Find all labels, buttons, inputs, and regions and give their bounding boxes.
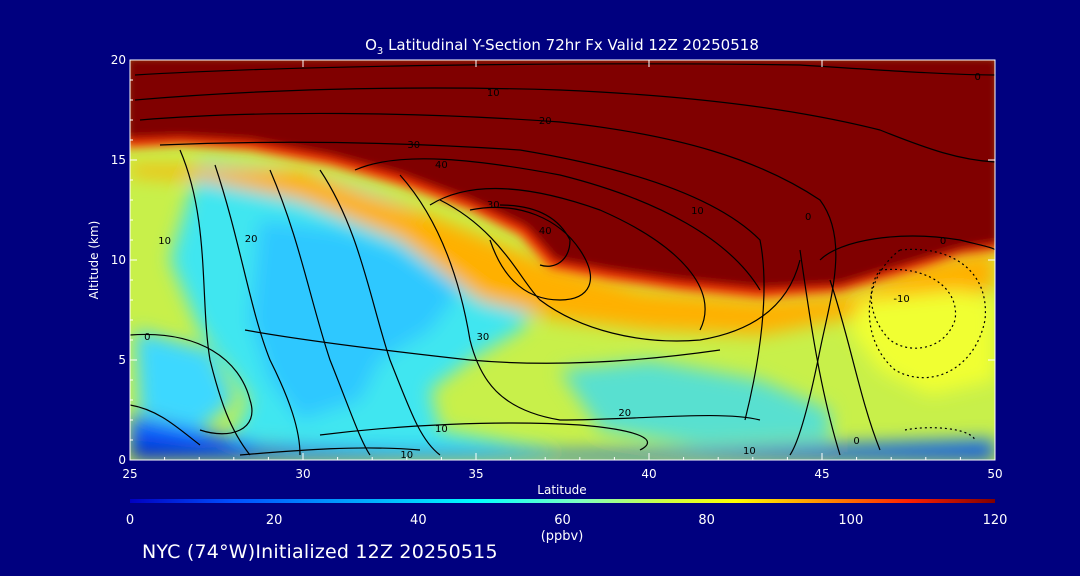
contour-label-0: 0 bbox=[805, 212, 811, 223]
colorbar-tick-label-5: 100 bbox=[838, 513, 863, 528]
contour-label-17: 30 bbox=[487, 200, 500, 211]
contour-label-18: 40 bbox=[435, 160, 448, 171]
contour-labels: 0 0 0 0 0 10 10 10 10 10 10 -10 20 20 20 30 30 30 40 40 bbox=[144, 72, 981, 461]
y-tick-label-0: 0 bbox=[118, 453, 126, 467]
colorbar-tick-label-0: 0 bbox=[126, 513, 134, 528]
y-axis: 0 5 10 15 20 bbox=[111, 53, 995, 467]
contour-label-10: 10 bbox=[743, 446, 756, 457]
x-tick-label-0: 25 bbox=[122, 467, 137, 481]
colorbar-tick-label-3: 60 bbox=[554, 513, 571, 528]
colorbar: 0 20 40 60 80 100 120 (ppbv) bbox=[126, 499, 1008, 544]
contour-label-9: 10 bbox=[691, 206, 704, 217]
contour-label-8: 10 bbox=[400, 450, 413, 461]
x-tick-label-1: 30 bbox=[295, 467, 310, 481]
colorbar-ticks: 0 20 40 60 80 100 120 bbox=[126, 513, 1008, 528]
colorbar-tick-label-1: 20 bbox=[266, 513, 283, 528]
contour-label-14: 20 bbox=[618, 408, 631, 419]
x-axis: 25 30 35 40 45 50 bbox=[122, 60, 1003, 481]
contour-label-11: -10 bbox=[893, 294, 909, 305]
chart-title: O3 Latitudinal Y-Section 72hr Fx Valid 1… bbox=[365, 36, 759, 57]
contour-label-1: 0 bbox=[144, 332, 150, 343]
colorbar-tick-label-2: 40 bbox=[410, 513, 427, 528]
y-tick-label-3: 15 bbox=[111, 153, 126, 167]
y-tick-label-4: 20 bbox=[111, 53, 126, 67]
footer-caption: NYC (74°W)Initialized 12Z 20250515 bbox=[142, 541, 498, 563]
colorbar-tick-label-6: 120 bbox=[983, 513, 1008, 528]
colorbar-unit-label: (ppbv) bbox=[541, 529, 584, 544]
contour-label-5: 10 bbox=[487, 88, 500, 99]
contour-label-7: 10 bbox=[435, 424, 448, 435]
x-tick-label-4: 45 bbox=[814, 467, 829, 481]
x-axis-label: Latitude bbox=[537, 483, 586, 497]
contour-label-2: 0 bbox=[975, 72, 981, 83]
contour-lines bbox=[130, 63, 995, 456]
colorbar-tick-label-4: 80 bbox=[698, 513, 715, 528]
contour-label-12: 20 bbox=[539, 116, 552, 127]
ozone-color-field: 0 0 0 0 0 10 10 10 10 10 10 -10 20 20 20 30 30 30 40 40 bbox=[130, 60, 995, 461]
negative-contours bbox=[868, 248, 986, 441]
contour-label-13: 20 bbox=[245, 234, 258, 245]
contour-label-16: 30 bbox=[477, 332, 490, 343]
contour-label-19: 40 bbox=[539, 226, 552, 237]
colorbar-gradient bbox=[130, 499, 995, 503]
x-tick-label-3: 40 bbox=[641, 467, 656, 481]
y-axis-label: Altitude (km) bbox=[87, 221, 101, 300]
contour-label-3: 0 bbox=[940, 236, 946, 247]
y-tick-label-1: 5 bbox=[118, 353, 126, 367]
contour-label-4: 0 bbox=[853, 436, 859, 447]
contour-label-6: 10 bbox=[158, 236, 171, 247]
x-tick-label-5: 50 bbox=[987, 467, 1002, 481]
y-tick-label-2: 10 bbox=[111, 253, 126, 267]
contour-label-15: 30 bbox=[407, 140, 420, 151]
axes: 25 30 35 40 45 50 0 5 10 15 20 Latitude Altitude … bbox=[87, 53, 1003, 497]
x-tick-label-2: 35 bbox=[468, 467, 483, 481]
